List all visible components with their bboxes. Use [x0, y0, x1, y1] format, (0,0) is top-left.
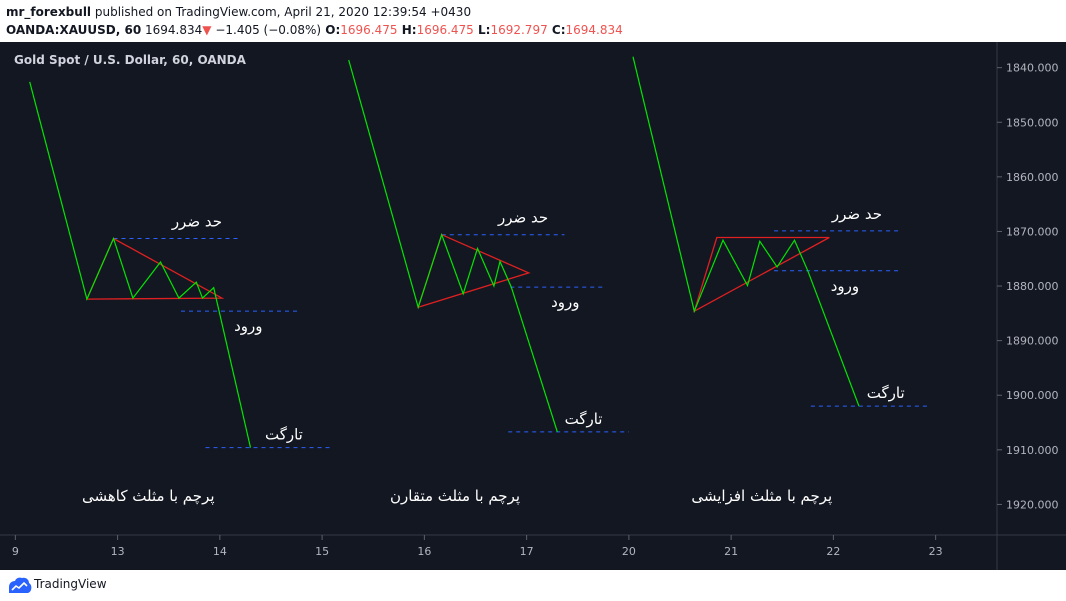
pattern-title: پرچم با مثلث متقارن — [390, 487, 520, 506]
down-arrow-icon: ▼ — [202, 23, 212, 37]
low-value: 1692.797 — [490, 23, 548, 37]
chart-svg[interactable]: Gold Spot / U.S. Dollar, 60, OANDA 1840.… — [0, 42, 1066, 570]
price-axis[interactable]: 1840.000 1850.000 1860.000 1870.000 1880.000… — [997, 62, 1059, 512]
footer: TradingView — [0, 570, 1066, 601]
stop-loss-label: حد ضرر — [831, 205, 882, 223]
open-value: 1696.475 — [340, 23, 398, 37]
time-tick-label: 15 — [315, 545, 329, 558]
time-axis[interactable]: 9 13 14 15 16 17 20 21 22 23 — [12, 535, 943, 558]
price-change: −1.405 (−0.08%) — [211, 23, 322, 37]
price-tick-label: 1850.000 — [1006, 116, 1059, 129]
pattern-title: پرچم با مثلث کاهشی — [82, 487, 215, 506]
chart-title: Gold Spot / U.S. Dollar, 60, OANDA — [14, 53, 247, 67]
pattern-group-3: حد ضرر ورود تارگت پرچم با مثلث افزایشی — [632, 56, 931, 506]
low-label: L: — [473, 23, 491, 37]
pattern-group-2: حد ضرر ورود تارگت پرچم با مثلث متقارن — [348, 59, 629, 506]
entry-label: ورود — [234, 317, 262, 335]
entry-label: ورود — [831, 277, 859, 295]
price-tick-label: 1920.000 — [1006, 498, 1059, 511]
time-tick-label: 20 — [622, 545, 636, 558]
target-label: تارگت — [265, 426, 303, 444]
price-tick-label: 1870.000 — [1006, 225, 1059, 238]
chart-frame — [0, 42, 1066, 570]
ohlc-info: OANDA:XAUUSD, 60 1694.834▼ −1.405 (−0.08… — [6, 23, 623, 37]
symbol-label: OANDA:XAUUSD, 60 — [6, 23, 142, 37]
price-path — [632, 56, 860, 407]
pattern-title: پرچم با مثلث افزایشی — [691, 487, 832, 506]
time-tick-label: 22 — [826, 545, 840, 558]
stop-loss-label: حد ضرر — [171, 213, 222, 231]
price-tick-label: 1890.000 — [1006, 335, 1059, 348]
target-label: تارگت — [565, 410, 603, 428]
chart-area[interactable]: Gold Spot / U.S. Dollar, 60, OANDA 1840.… — [0, 42, 1066, 570]
triangle-pattern — [693, 236, 830, 313]
pattern-group-1: حد ضرر ورود تارگت پرچم با مثلث کاهشی — [29, 81, 333, 506]
price-tick-label: 1840.000 — [1006, 62, 1059, 75]
time-tick-label: 21 — [724, 545, 738, 558]
target-label: تارگت — [867, 384, 905, 402]
high-label: H: — [397, 23, 417, 37]
price-path — [29, 81, 252, 448]
last-price: 1694.834 — [141, 23, 203, 37]
triangle-pattern — [417, 233, 531, 309]
high-value: 1696.475 — [416, 23, 474, 37]
pattern-drawings: حد ضرر ورود تارگت پرچم با مثلث کاهشی حد ضرر و… — [29, 56, 931, 506]
tradingview-brand[interactable]: TradingView — [34, 577, 107, 591]
time-tick-label: 14 — [213, 545, 227, 558]
time-tick-label: 23 — [929, 545, 943, 558]
price-tick-label: 1880.000 — [1006, 280, 1059, 293]
time-tick-label: 16 — [417, 545, 431, 558]
tradingview-logo-icon[interactable] — [8, 576, 32, 594]
close-label: C: — [547, 23, 566, 37]
price-path — [348, 59, 558, 432]
published-text: published on TradingView.com, April 21, … — [91, 5, 472, 19]
time-tick-label: 17 — [520, 545, 534, 558]
close-value: 1694.834 — [565, 23, 623, 37]
entry-label: ورود — [551, 293, 579, 311]
price-tick-label: 1900.000 — [1006, 389, 1059, 402]
publish-info: mr_forexbull published on TradingView.co… — [6, 5, 471, 19]
publish-header: mr_forexbull published on TradingView.co… — [0, 0, 1066, 42]
author-name[interactable]: mr_forexbull — [6, 5, 92, 19]
time-tick-label: 13 — [111, 545, 125, 558]
triangle-pattern — [85, 237, 225, 300]
time-tick-label: 9 — [12, 545, 19, 558]
open-label: O: — [321, 23, 341, 37]
price-tick-label: 1910.000 — [1006, 444, 1059, 457]
stop-loss-label: حد ضرر — [497, 209, 548, 227]
price-tick-label: 1860.000 — [1006, 171, 1059, 184]
